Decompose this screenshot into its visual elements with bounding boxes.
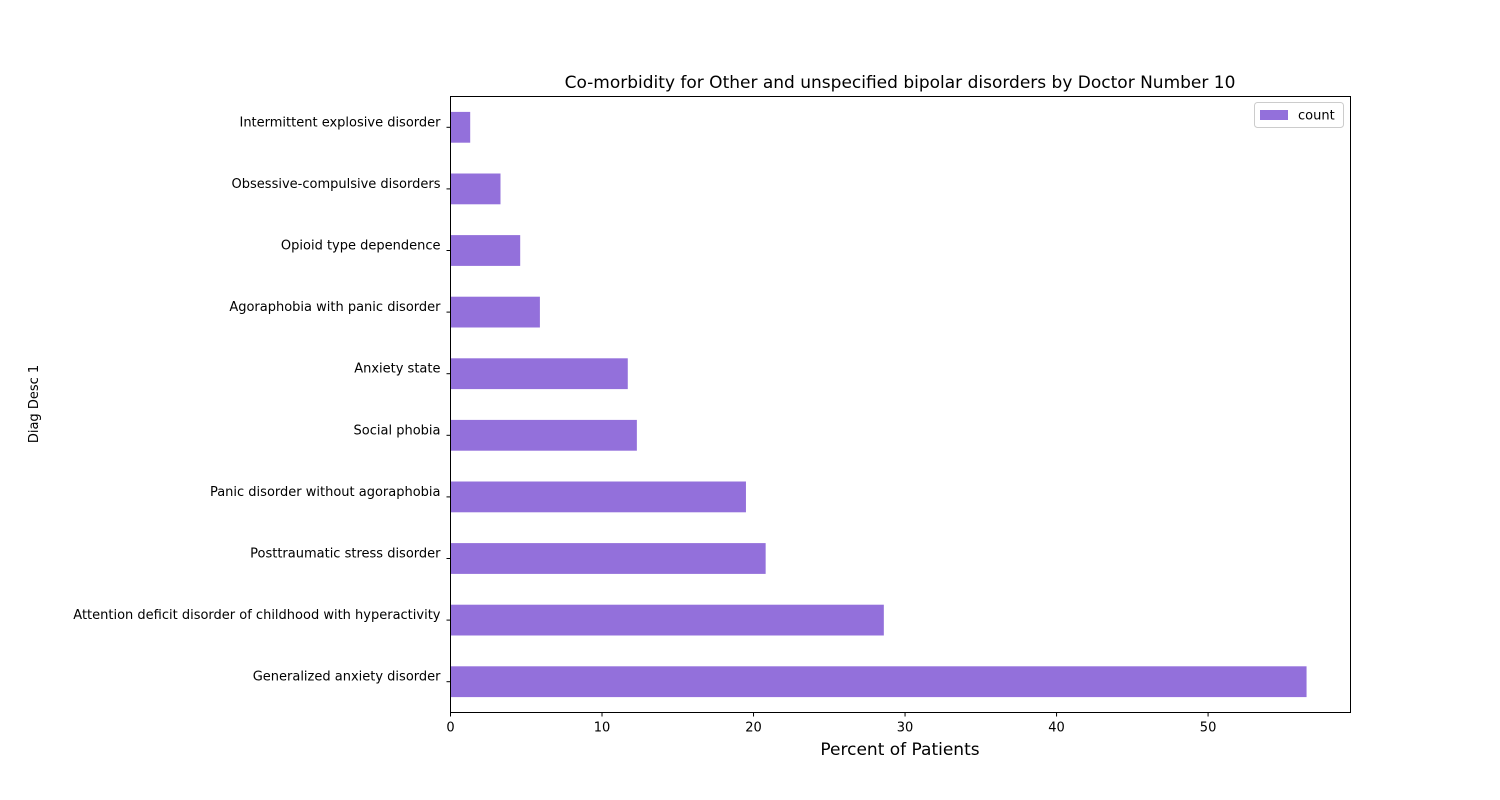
y-tick-label: Opioid type dependence [281,239,441,254]
x-tick-label: 20 [745,721,762,736]
bar [450,666,1307,698]
bar [450,419,637,451]
y-tick-label: Agoraphobia with panic disorder [229,300,441,315]
y-tick-label: Obsessive-compulsive disorders [232,177,441,192]
bar [450,235,521,266]
bar [450,543,766,574]
x-tick-label: 0 [446,721,454,736]
x-ticks-group: 0 10 20 30 40 50 [446,712,1217,736]
x-tick-label: 30 [897,721,914,736]
y-tick-label: Intermittent explosive disorder [239,115,441,130]
bar [450,173,501,205]
chart-title: Co-morbidity for Other and unspecified b… [565,73,1236,93]
bar [450,481,746,513]
legend-swatch [1260,110,1288,120]
y-ticks-group: Generalized anxiety disorder Attention de… [73,115,451,685]
y-tick-label: Posttraumatic stress disorder [250,547,441,562]
legend: count [1254,102,1344,128]
bar [450,296,540,328]
bar [450,604,884,636]
y-tick-label: Attention deficit disorder of childhood … [73,608,441,623]
bars-group [450,111,1307,698]
y-tick-label: Generalized anxiety disorder [253,670,441,685]
y-tick-label: Panic disorder without agoraphobia [210,485,441,500]
y-tick-label: Anxiety state [354,362,440,377]
bar [450,358,628,390]
legend-box [1254,102,1344,128]
legend-label: count [1298,109,1335,124]
bar [450,111,471,143]
x-tick-label: 10 [594,721,611,736]
x-axis-label: Percent of Patients [820,740,979,760]
y-tick-label: Social phobia [354,423,441,438]
y-axis-label: Diag Desc 1 [27,365,42,443]
x-tick-label: 50 [1200,721,1217,736]
plot-frame [450,96,1351,713]
x-tick-label: 40 [1048,721,1065,736]
